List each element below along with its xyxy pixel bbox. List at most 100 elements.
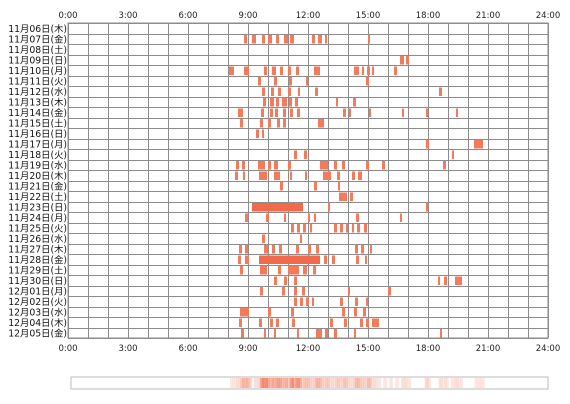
activity-bar: [340, 224, 343, 233]
activity-bar: [240, 119, 243, 128]
x-tick-label-bottom: 12:00: [296, 344, 321, 354]
activity-bar: [350, 192, 353, 201]
summary-density-bin: [369, 378, 372, 388]
activity-bar: [349, 108, 351, 117]
activity-bar: [241, 329, 244, 338]
summary-density-bin: [249, 378, 253, 388]
activity-bar: [354, 329, 356, 338]
activity-bar: [312, 35, 315, 44]
activity-bar: [372, 318, 379, 327]
activity-bar: [284, 213, 286, 222]
activity-bar: [278, 87, 281, 96]
activity-bar: [312, 297, 314, 306]
activity-bar: [288, 161, 291, 170]
summary-density-bin: [371, 378, 374, 388]
summary-density-bin: [241, 378, 245, 388]
activity-bar: [306, 77, 308, 86]
day-label: 11月09日(日): [8, 56, 67, 67]
activity-bar: [304, 150, 307, 159]
summary-density-bin: [311, 378, 314, 388]
summary-density-bin: [337, 378, 340, 388]
activity-bar: [270, 318, 273, 327]
activity-bar: [342, 308, 345, 317]
activity-bar: [260, 287, 263, 296]
summary-density-bin: [315, 378, 318, 388]
activity-bar: [274, 161, 278, 170]
activity-bar: [284, 276, 287, 285]
summary-density-bin: [355, 378, 358, 388]
summary-density-bin: [476, 378, 479, 388]
summary-density-bin: [359, 378, 362, 388]
activity-bar: [300, 234, 302, 243]
activity-bar: [297, 329, 299, 338]
activity-bar: [274, 171, 280, 180]
activity-bar: [314, 182, 317, 191]
activity-bar: [303, 224, 306, 233]
x-axis-top: 0:00 3:00 6:00 9:00 12:00 15:00 18:00 21:00 24:0…: [58, 11, 560, 21]
activity-bar: [294, 297, 297, 306]
activity-bar: [325, 35, 327, 44]
day-label: 11月12日(水): [8, 86, 67, 98]
summary-density-bin: [269, 378, 273, 388]
summary-density-bin: [237, 378, 241, 388]
day-label: 11月25日(火): [8, 224, 67, 235]
activity-bar: [236, 161, 239, 170]
summary-density-bin: [379, 378, 382, 388]
activity-bar: [296, 66, 299, 75]
summary-density-bin: [321, 378, 324, 388]
activity-bar: [318, 119, 324, 128]
activity-bar: [261, 108, 264, 117]
activity-bar: [272, 66, 276, 75]
summary-density-bin: [261, 378, 265, 388]
x-tick-label-top: 6:00: [178, 11, 197, 21]
summary-density-bin: [456, 378, 459, 388]
activity-bar: [308, 213, 310, 222]
activity-bar: [235, 171, 238, 180]
x-tick-label-bottom: 3:00: [118, 344, 137, 354]
summary-density-bin: [444, 378, 447, 388]
x-tick-label-top: 24:00: [536, 11, 561, 21]
activity-bar: [443, 161, 446, 170]
summary-density-bin: [460, 378, 463, 388]
activity-bar: [406, 56, 409, 65]
activity-bar: [426, 140, 429, 149]
activity-bar: [256, 129, 259, 138]
activity-bar: [456, 108, 458, 117]
activity-bar: [276, 35, 279, 44]
activity-bar: [258, 77, 261, 86]
summary-density-bin: [426, 378, 430, 388]
activity-bar: [262, 129, 264, 138]
activity-bar: [290, 171, 292, 180]
x-tick-label-bottom: 0:00: [58, 344, 77, 354]
summary-density-bin: [351, 378, 354, 388]
activity-bar: [276, 318, 279, 327]
x-tick-label-bottom: 21:00: [476, 344, 501, 354]
activity-bar: [268, 35, 272, 44]
summary-density-bin: [289, 378, 292, 388]
summary-density-bin: [325, 378, 328, 388]
activity-bar: [296, 245, 299, 254]
summary-density-bin: [385, 378, 388, 388]
activity-bar: [259, 255, 320, 264]
x-tick-label-bottom: 18:00: [416, 344, 441, 354]
day-label: 12月01日(月): [8, 287, 67, 298]
activity-bar: [305, 171, 307, 180]
activity-bar: [339, 192, 347, 201]
day-label: 11月13日(木): [8, 97, 67, 109]
summary-density-bin: [400, 378, 404, 388]
activity-bar: [242, 161, 245, 170]
summary-density-bin: [301, 378, 304, 388]
summary-density-bin: [275, 378, 278, 388]
summary-density-bin: [446, 378, 449, 388]
activity-bar: [264, 329, 266, 338]
x-tick-label-bottom: 6:00: [178, 344, 197, 354]
activity-bar: [310, 224, 312, 233]
activity-bar: [332, 255, 335, 264]
activity-bar: [337, 171, 340, 180]
x-tick-label-top: 21:00: [476, 11, 501, 21]
activity-bar: [282, 287, 285, 296]
summary-density-bin: [247, 378, 251, 388]
activity-bar: [320, 161, 328, 170]
